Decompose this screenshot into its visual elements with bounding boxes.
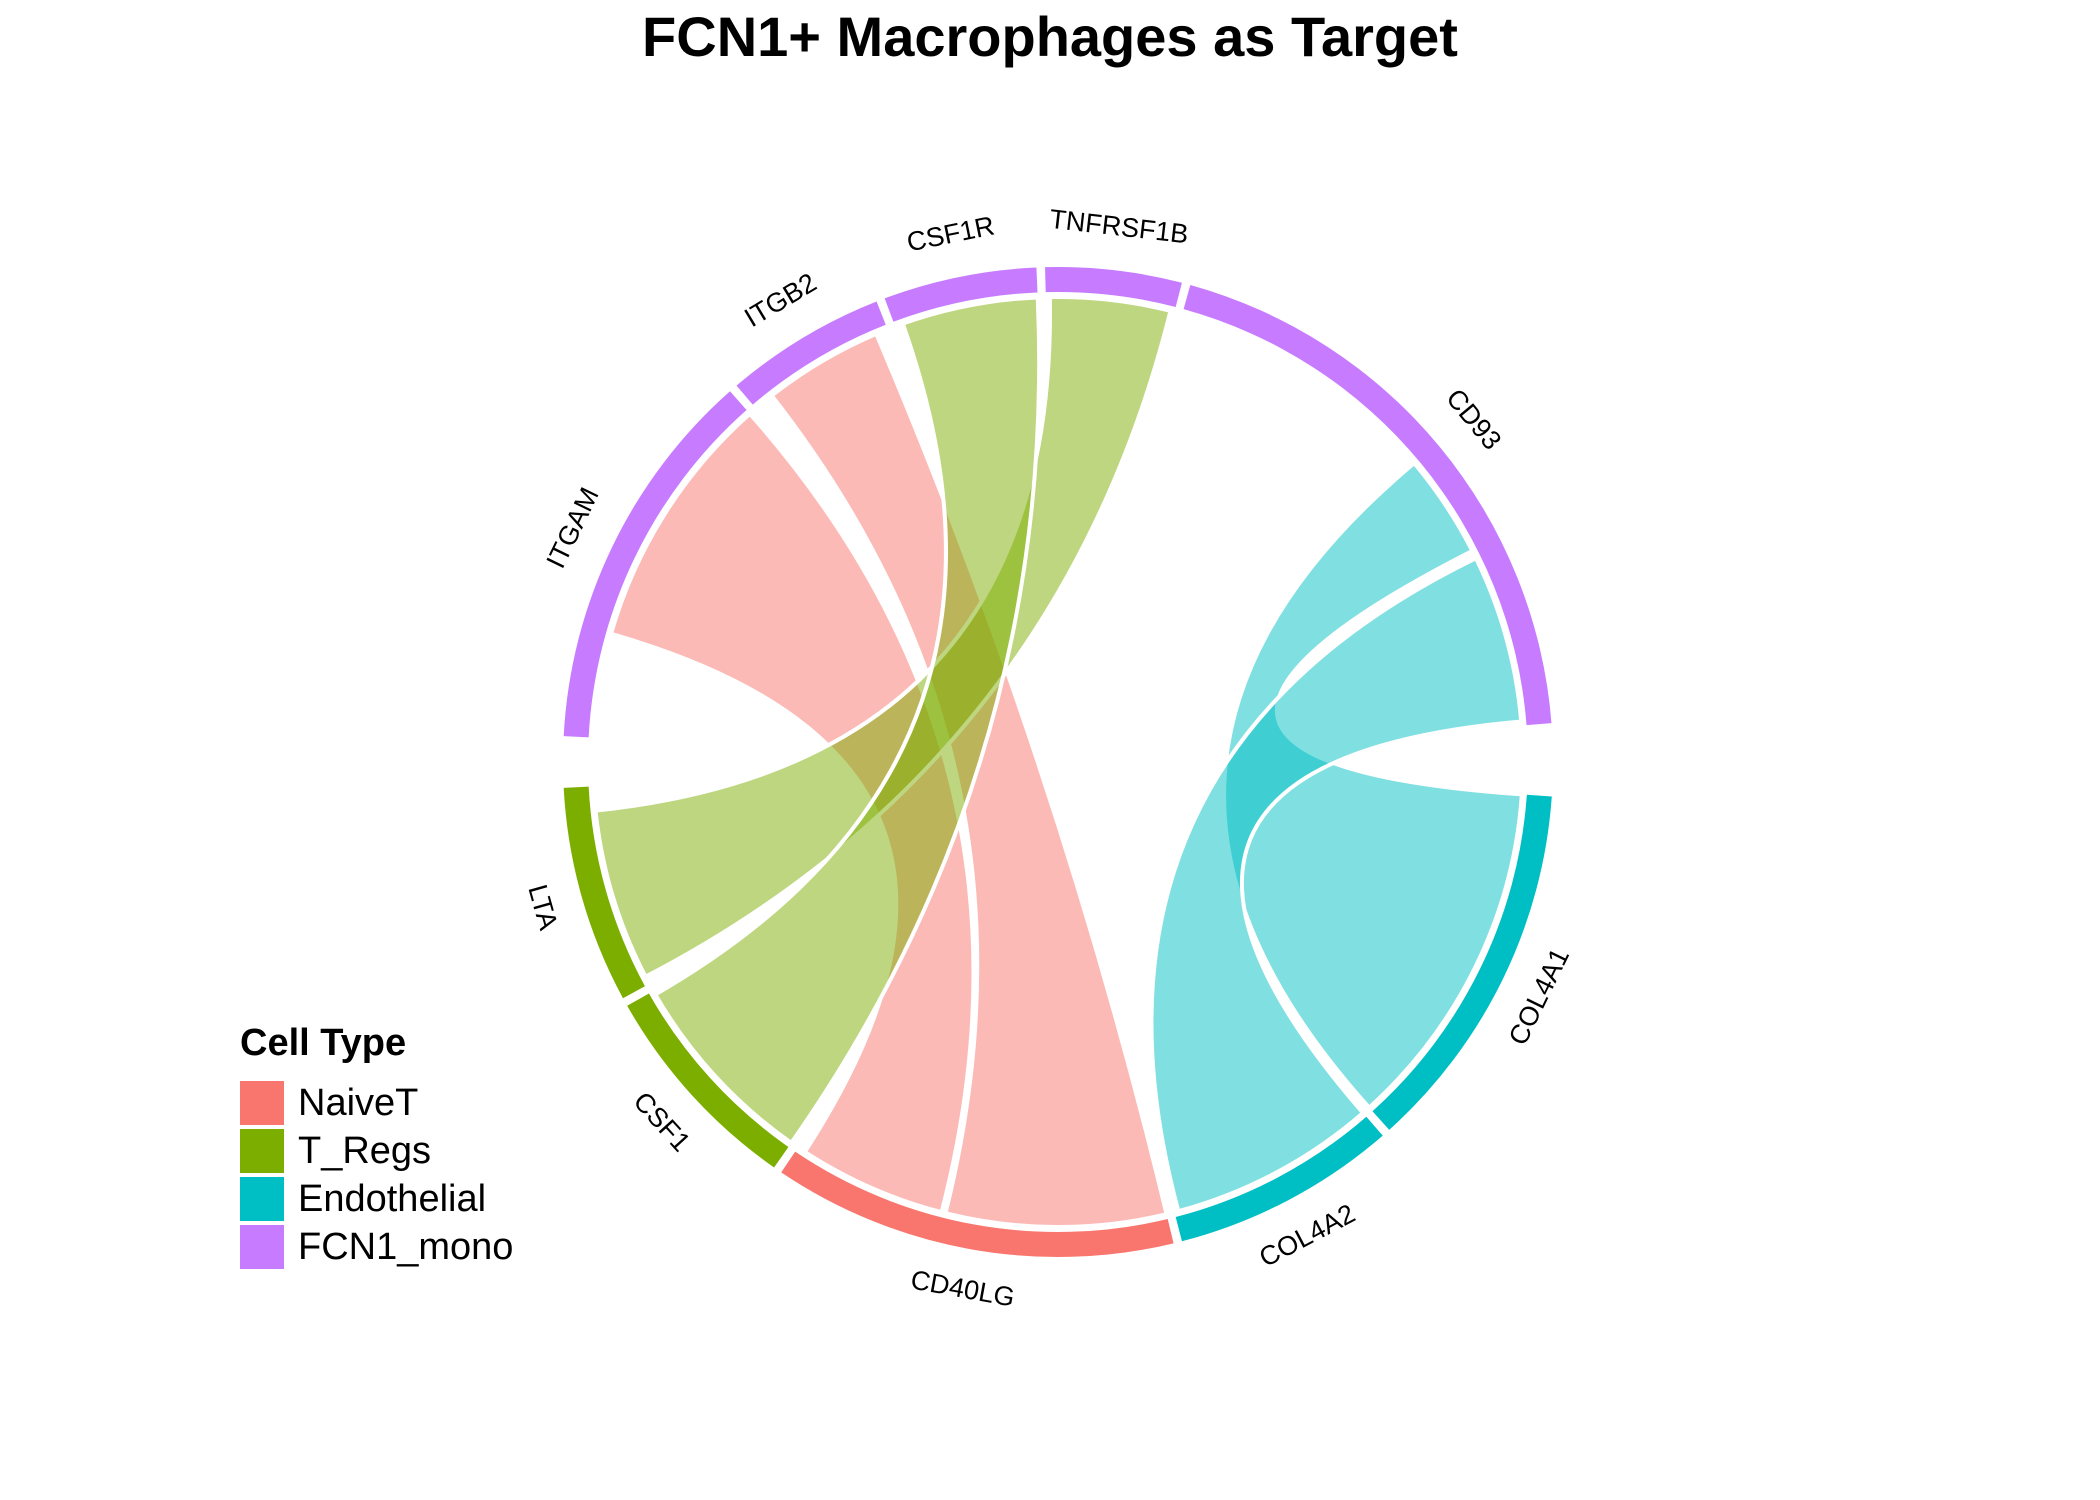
link-csf1-csf1r	[652, 295, 1042, 1146]
sector-cd40lg	[781, 1151, 1174, 1257]
gene-label-lta: LTA	[522, 881, 563, 933]
legend-item-fcn1-mono: FCN1_mono	[240, 1223, 513, 1271]
sector-csf1	[627, 993, 789, 1168]
sector-csf1r	[884, 267, 1038, 322]
chord-links	[593, 295, 1525, 1229]
sector-cd93	[1183, 285, 1552, 726]
sector-lta	[563, 786, 645, 999]
legend-label: Endothelial	[298, 1177, 487, 1220]
legend-swatch-t-regs	[240, 1129, 284, 1173]
sector-itgb2	[736, 301, 886, 405]
link-col4a2-cd93	[1149, 555, 1524, 1214]
chord-sectors	[563, 267, 1552, 1257]
gene-label-tnfrsf1b: TNFRSF1B	[1048, 204, 1190, 250]
gene-label-col4a1: COL4A1	[1503, 943, 1575, 1049]
gene-label-cd40lg: CD40LG	[908, 1264, 1017, 1312]
link-lta-tnfrsf1b	[593, 295, 1173, 980]
sector-col4a2	[1175, 1116, 1383, 1242]
legend-swatch-naivet	[240, 1081, 284, 1125]
legend-label: T_Regs	[298, 1129, 432, 1172]
gene-label-col4a2: COL4A2	[1254, 1198, 1360, 1273]
page-title: FCN1+ Macrophages as Target	[642, 5, 1458, 68]
gene-label-itgb2: ITGB2	[739, 267, 821, 333]
sector-itgam	[563, 391, 747, 738]
legend-swatch-fcn1-mono	[240, 1225, 284, 1269]
gene-label-itgam: ITGAM	[541, 483, 605, 573]
legend-label: FCN1_mono	[298, 1225, 514, 1268]
legend-item-naivet: NaiveT	[240, 1079, 513, 1127]
gene-label-cd93: CD93	[1440, 383, 1507, 455]
legend-item-endothelial: Endothelial	[240, 1175, 513, 1223]
legend-title: Cell Type	[240, 1022, 407, 1064]
legend-swatch-endothelial	[240, 1177, 284, 1221]
gene-label-csf1: CSF1	[628, 1086, 697, 1157]
legend: Cell Type NaiveT T_Regs Endothelial FCN1…	[240, 1022, 513, 1271]
sector-tnfrsf1b	[1045, 267, 1182, 307]
legend-item-t-regs: T_Regs	[240, 1127, 513, 1175]
legend-label: NaiveT	[298, 1081, 419, 1124]
gene-label-csf1r: CSF1R	[904, 210, 997, 257]
sector-col4a1	[1372, 794, 1552, 1130]
